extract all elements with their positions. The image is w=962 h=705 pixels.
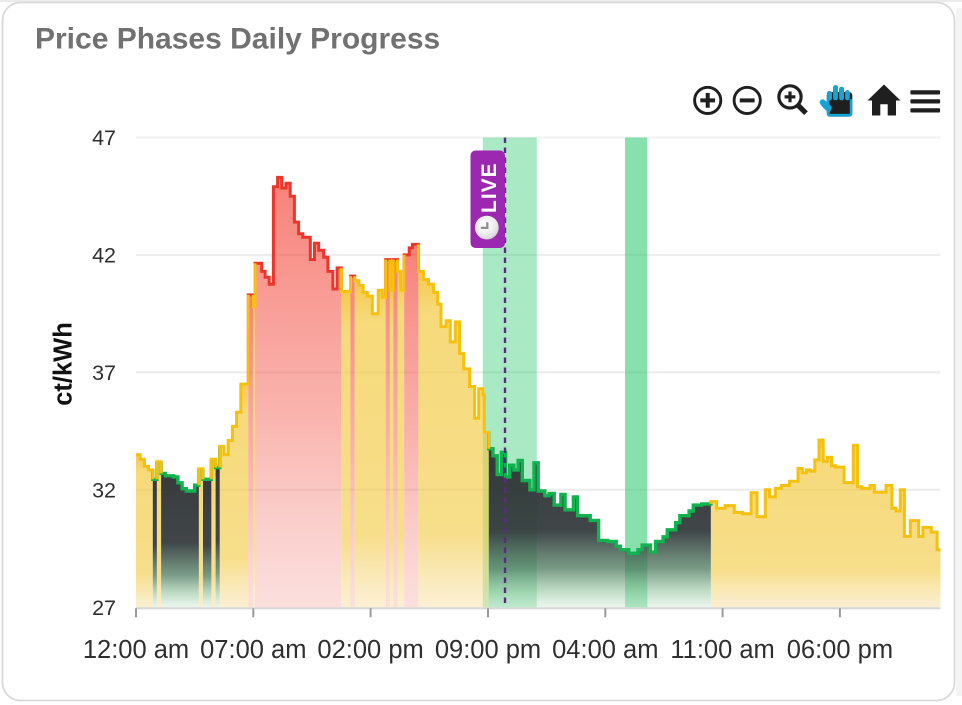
- svg-text:47: 47: [92, 126, 116, 150]
- svg-text:LIVE: LIVE: [478, 162, 501, 213]
- svg-text:27: 27: [92, 596, 116, 620]
- svg-text:ct/kWh: ct/kWh: [50, 322, 78, 406]
- svg-text:02:00 pm: 02:00 pm: [317, 636, 423, 664]
- svg-text:06:00 pm: 06:00 pm: [787, 636, 893, 664]
- svg-text:12:00 am: 12:00 am: [83, 636, 189, 664]
- svg-text:11:00 am: 11:00 am: [670, 636, 774, 664]
- svg-text:42: 42: [92, 244, 116, 268]
- svg-text:Price Phases Daily Progress: Price Phases Daily Progress: [35, 23, 440, 56]
- svg-text:37: 37: [92, 361, 116, 385]
- svg-text:09:00 pm: 09:00 pm: [435, 636, 541, 664]
- svg-text:04:00 am: 04:00 am: [552, 636, 658, 664]
- svg-text:32: 32: [92, 479, 116, 503]
- svg-text:07:00 am: 07:00 am: [200, 636, 306, 664]
